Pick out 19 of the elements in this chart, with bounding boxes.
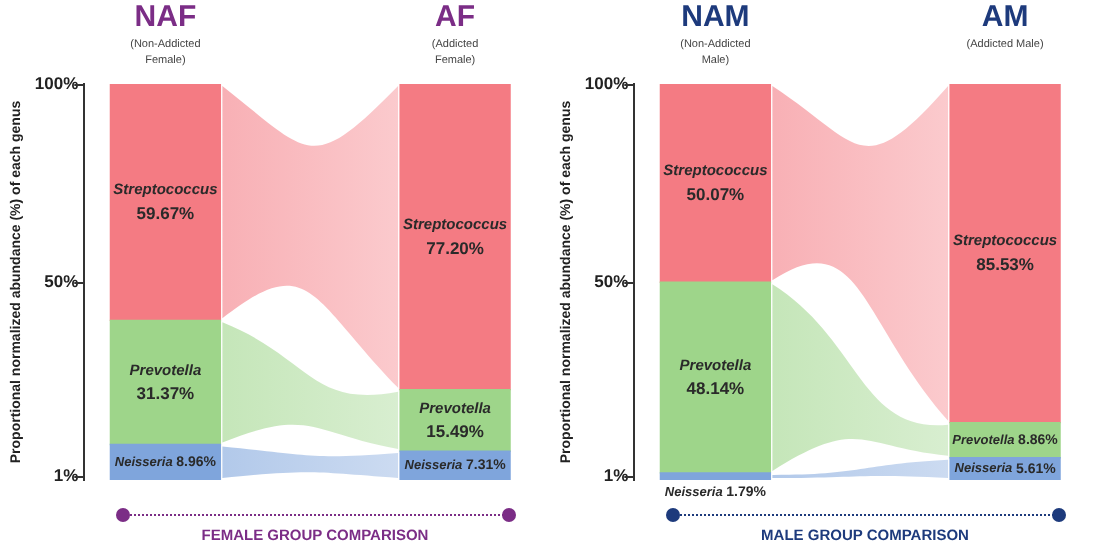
data-label: 31.37% — [136, 383, 196, 404]
data-label: 48.14% — [686, 378, 746, 399]
data-label: 15.49% — [426, 421, 485, 442]
bar — [659, 84, 772, 283]
data-label: 85.53% — [976, 254, 1035, 275]
data-label: 50.07% — [686, 183, 746, 204]
y-tick-label: 1% — [53, 464, 80, 485]
y-tick-label: 50% — [594, 270, 630, 291]
x-tick-label: AF — [435, 0, 476, 35]
x-tick-label: AM — [981, 0, 1029, 35]
data-label: 77.20% — [426, 237, 485, 258]
y-tick-label: 1% — [603, 464, 630, 485]
y-tick-label: 100% — [34, 72, 80, 93]
y-tick-label: 100% — [584, 72, 630, 93]
x-tick-label: NAF — [134, 0, 197, 35]
x-tick-label: NAM — [681, 0, 750, 35]
bar — [659, 472, 772, 480]
data-label: 59.67% — [136, 202, 196, 223]
y-tick-label: 50% — [44, 270, 80, 291]
